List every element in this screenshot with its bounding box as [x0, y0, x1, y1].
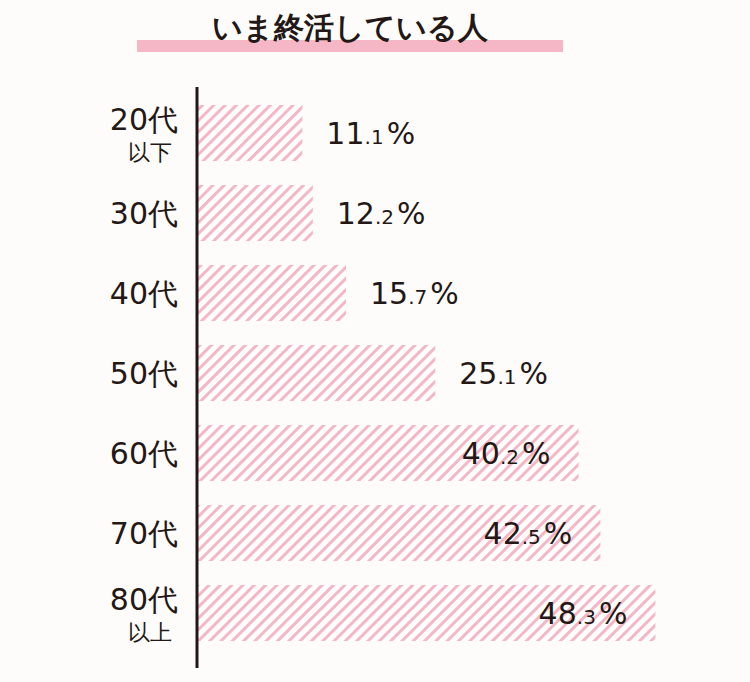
bar [197, 105, 302, 161]
data-label-unit: % [522, 436, 551, 471]
data-label: 12.2% [337, 196, 426, 231]
axis-line [196, 87, 199, 668]
bar [197, 425, 579, 481]
data-label-int: 12 [337, 196, 375, 231]
category-label: 70代 [110, 516, 178, 551]
data-label-int: 15 [370, 276, 408, 311]
category-label-line: 以下 [128, 140, 172, 165]
data-label-dec: .2 [375, 205, 394, 229]
data-label-unit: % [520, 356, 549, 391]
category-label-line: 以上 [128, 620, 172, 645]
bar [197, 585, 655, 641]
data-label-dec: .1 [365, 125, 384, 149]
data-label-int: 42 [484, 516, 522, 551]
data-label: 25.1% [459, 356, 548, 391]
labels: 20代以下11.1%30代12.2%40代15.7%50代25.1%60代40.… [110, 102, 628, 645]
data-label-int: 25 [459, 356, 497, 391]
category-label: 30代 [110, 196, 178, 231]
bar [197, 265, 346, 321]
data-label: 42.5% [484, 516, 573, 551]
data-label-dec: .2 [500, 445, 519, 469]
data-label: 11.1% [326, 116, 415, 151]
data-label: 48.3% [539, 596, 628, 631]
data-label-unit: % [387, 116, 416, 151]
category-label: 60代 [110, 436, 178, 471]
bar [197, 185, 313, 241]
chart-container: いま終活している人20代以下11.1%30代12.2%40代15.7%50代25… [0, 0, 750, 682]
data-label-dec: .3 [577, 605, 596, 629]
data-label-dec: .7 [408, 285, 427, 309]
data-label-dec: .5 [522, 525, 541, 549]
bar [197, 345, 435, 401]
data-label-unit: % [544, 516, 573, 551]
bars [197, 105, 655, 641]
data-label-unit: % [599, 596, 628, 631]
data-label-unit: % [397, 196, 426, 231]
category-label-line: 20代 [110, 102, 178, 137]
title: いま終活している人 [212, 10, 489, 45]
data-label-unit: % [430, 276, 459, 311]
category-label: 50代 [110, 356, 178, 391]
data-label: 40.2% [462, 436, 551, 471]
data-label: 15.7% [370, 276, 459, 311]
data-label-int: 11 [326, 116, 364, 151]
bar [197, 505, 600, 561]
category-label: 20代以下 [110, 102, 178, 165]
category-label: 40代 [110, 276, 178, 311]
chart-svg: いま終活している人20代以下11.1%30代12.2%40代15.7%50代25… [0, 0, 750, 682]
data-label-int: 48 [539, 596, 577, 631]
category-label-line: 80代 [110, 582, 178, 617]
data-label-int: 40 [462, 436, 500, 471]
category-label: 80代以上 [110, 582, 178, 645]
data-label-dec: .1 [497, 365, 516, 389]
